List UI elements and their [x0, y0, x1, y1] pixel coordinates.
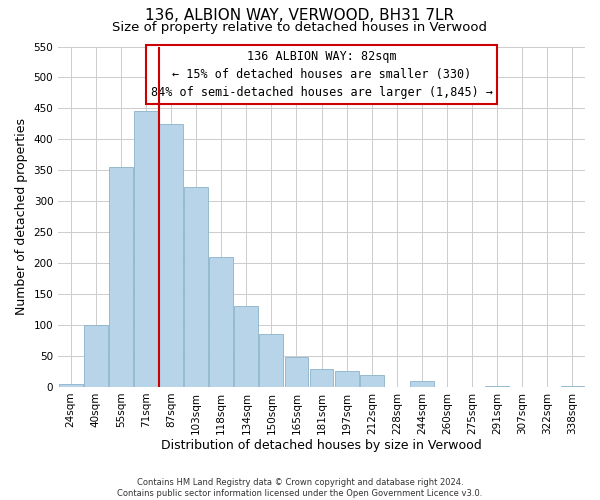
Y-axis label: Number of detached properties: Number of detached properties [15, 118, 28, 315]
Bar [485, 386, 509, 387]
Bar [360, 374, 383, 387]
Bar [209, 257, 233, 387]
Bar [335, 371, 359, 387]
Bar [410, 382, 434, 387]
Bar [184, 187, 208, 387]
Bar [259, 334, 283, 387]
Bar [159, 124, 183, 387]
Text: 136, ALBION WAY, VERWOOD, BH31 7LR: 136, ALBION WAY, VERWOOD, BH31 7LR [145, 8, 455, 22]
Text: Contains HM Land Registry data © Crown copyright and database right 2024.
Contai: Contains HM Land Registry data © Crown c… [118, 478, 482, 498]
Bar [59, 384, 83, 387]
X-axis label: Distribution of detached houses by size in Verwood: Distribution of detached houses by size … [161, 440, 482, 452]
Bar [84, 325, 108, 387]
Bar [284, 357, 308, 387]
Text: 136 ALBION WAY: 82sqm
← 15% of detached houses are smaller (330)
84% of semi-det: 136 ALBION WAY: 82sqm ← 15% of detached … [151, 50, 493, 99]
Bar [560, 386, 584, 387]
Bar [109, 167, 133, 387]
Bar [134, 112, 158, 387]
Text: Size of property relative to detached houses in Verwood: Size of property relative to detached ho… [113, 21, 487, 34]
Bar [235, 306, 258, 387]
Bar [310, 369, 334, 387]
